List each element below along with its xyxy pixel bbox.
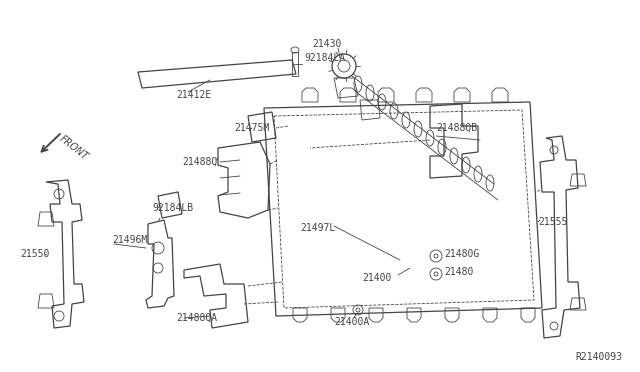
Text: 21488Q: 21488Q <box>182 157 217 167</box>
Text: 21480G: 21480G <box>444 249 479 259</box>
Text: 92184LA: 92184LA <box>304 53 345 63</box>
Text: 21497L: 21497L <box>300 223 335 233</box>
Text: 92184LB: 92184LB <box>152 203 193 213</box>
Text: 21496M: 21496M <box>112 235 147 245</box>
Text: 21430: 21430 <box>312 39 341 49</box>
Text: R2140093: R2140093 <box>575 352 622 362</box>
Text: 21412E: 21412E <box>176 90 211 100</box>
Text: 21488QB: 21488QB <box>436 123 477 133</box>
Text: 21555: 21555 <box>538 217 568 227</box>
Text: FRONT: FRONT <box>58 134 90 162</box>
Text: 21488QA: 21488QA <box>176 313 217 323</box>
Text: 21475M: 21475M <box>234 123 269 133</box>
Text: 21400: 21400 <box>362 273 392 283</box>
Text: 21550: 21550 <box>20 249 49 259</box>
Text: 21400A: 21400A <box>334 317 369 327</box>
Text: 21480: 21480 <box>444 267 474 277</box>
